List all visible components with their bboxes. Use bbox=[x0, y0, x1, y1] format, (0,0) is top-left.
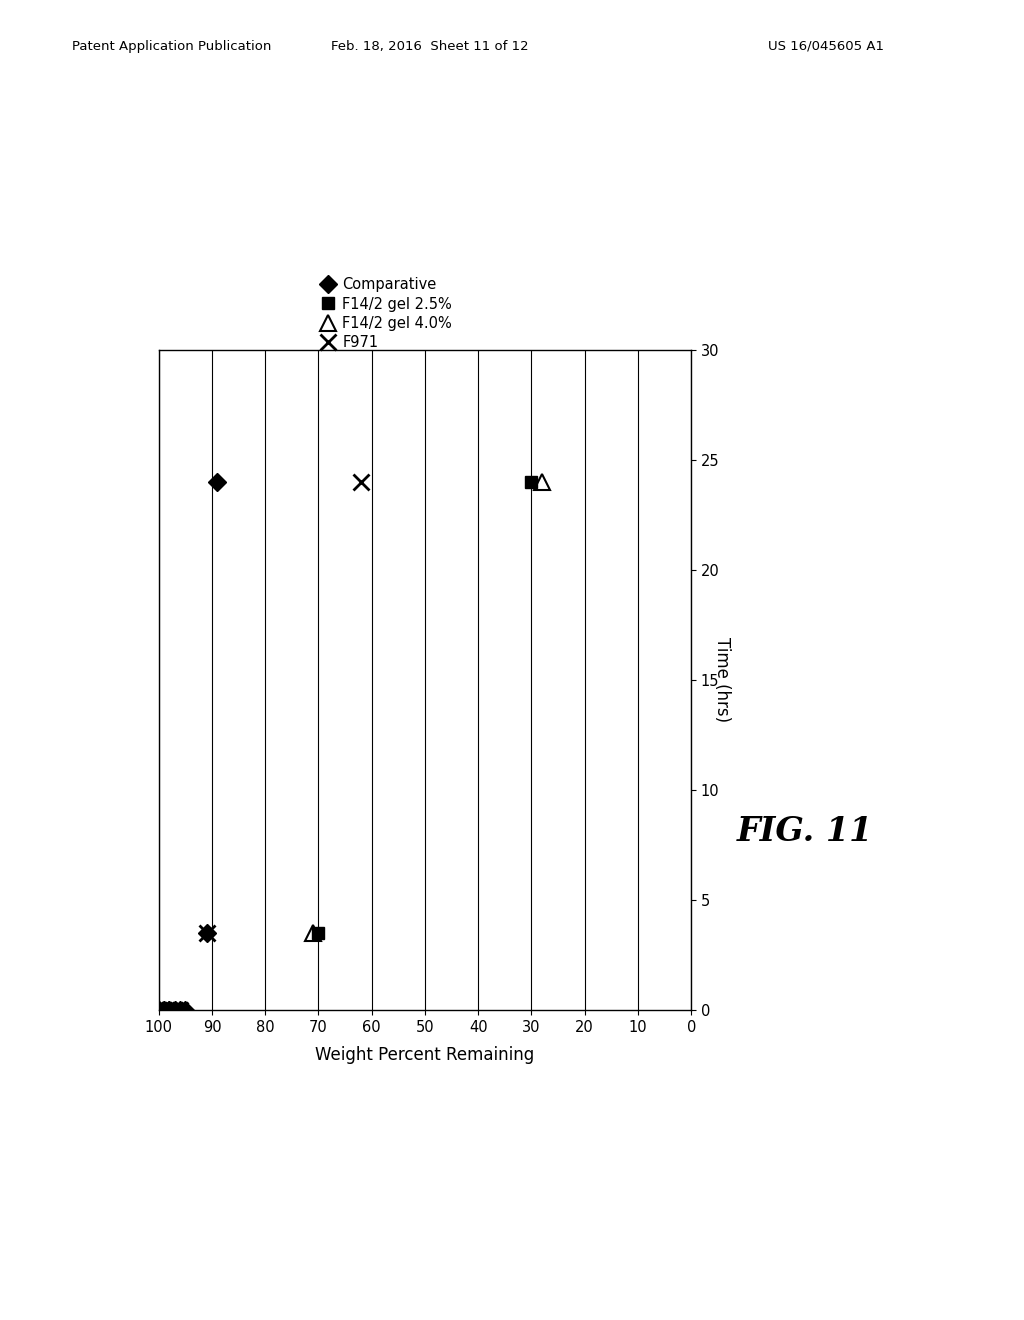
F14/2 gel 4.0% bbox=[307, 925, 319, 941]
Line: Comparative: Comparative bbox=[153, 475, 223, 1016]
F971 bbox=[355, 474, 368, 490]
Comparative bbox=[174, 1002, 186, 1018]
Comparative bbox=[153, 1002, 165, 1018]
F14/2 gel 4.0% bbox=[158, 1002, 170, 1018]
Text: Patent Application Publication: Patent Application Publication bbox=[72, 40, 271, 53]
X-axis label: Weight Percent Remaining: Weight Percent Remaining bbox=[315, 1045, 535, 1064]
Comparative bbox=[158, 1002, 170, 1018]
F971 bbox=[158, 1002, 170, 1018]
F971 bbox=[163, 1002, 175, 1018]
Line: F14/2 gel 4.0%: F14/2 gel 4.0% bbox=[152, 474, 550, 1018]
F14/2 gel 4.0% bbox=[163, 1002, 175, 1018]
Text: Feb. 18, 2016  Sheet 11 of 12: Feb. 18, 2016 Sheet 11 of 12 bbox=[332, 40, 528, 53]
F14/2 gel 2.5% bbox=[169, 1002, 181, 1018]
Comparative bbox=[201, 925, 213, 941]
Text: FIG. 11: FIG. 11 bbox=[737, 814, 873, 849]
F14/2 gel 2.5% bbox=[525, 474, 538, 490]
Y-axis label: Time (hrs): Time (hrs) bbox=[713, 638, 731, 722]
F14/2 gel 2.5% bbox=[158, 1002, 170, 1018]
F14/2 gel 2.5% bbox=[163, 1002, 175, 1018]
F971 bbox=[201, 925, 213, 941]
F971 bbox=[169, 1002, 181, 1018]
F971 bbox=[153, 1002, 165, 1018]
Comparative bbox=[163, 1002, 175, 1018]
F14/2 gel 4.0% bbox=[153, 1002, 165, 1018]
F14/2 gel 4.0% bbox=[536, 474, 548, 490]
Line: F971: F971 bbox=[152, 474, 369, 1018]
Comparative bbox=[169, 1002, 181, 1018]
Legend: Comparative, F14/2 gel 2.5%, F14/2 gel 4.0%, F971: Comparative, F14/2 gel 2.5%, F14/2 gel 4… bbox=[314, 272, 458, 356]
Comparative bbox=[211, 474, 223, 490]
F971 bbox=[174, 1002, 186, 1018]
Line: F14/2 gel 2.5%: F14/2 gel 2.5% bbox=[153, 475, 538, 1016]
F14/2 gel 2.5% bbox=[153, 1002, 165, 1018]
Comparative bbox=[179, 1002, 191, 1018]
F14/2 gel 2.5% bbox=[312, 925, 325, 941]
Text: US 16/045605 A1: US 16/045605 A1 bbox=[768, 40, 884, 53]
